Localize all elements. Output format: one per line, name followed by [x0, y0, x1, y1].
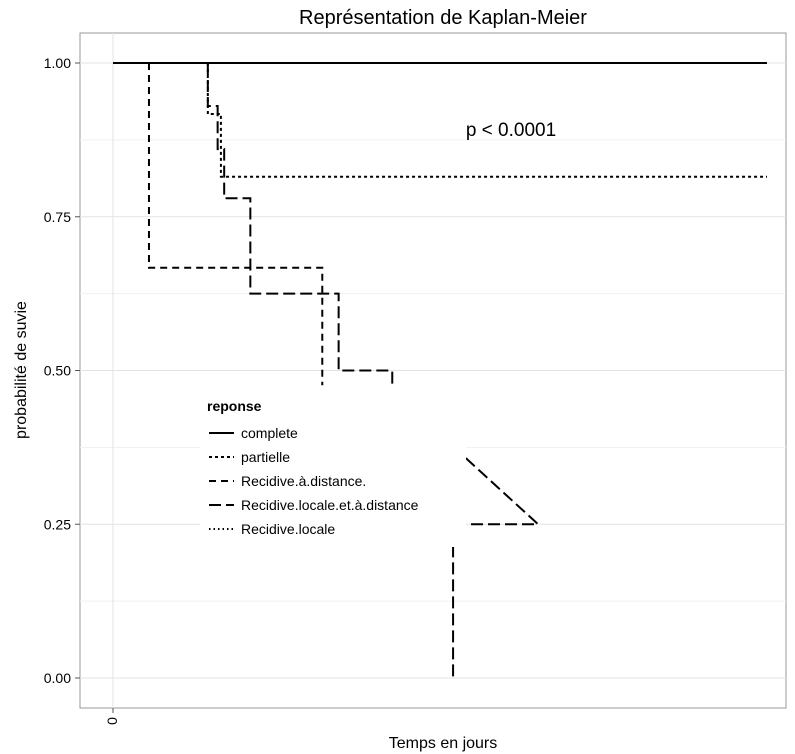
series-layer: [113, 62, 767, 678]
y-tick-label: 0.00: [44, 670, 71, 686]
legend: reponse complete partielle Recidive.à.dista…: [200, 387, 466, 547]
chart-title: Représentation de Kaplan-Meier: [299, 7, 587, 29]
legend-label: Recidive.locale.et.à.distance: [241, 497, 419, 513]
p-value-annotation: p < 0.0001: [466, 120, 556, 141]
y-tick-label: 0.25: [44, 516, 71, 532]
y-axis-label: probabilité de suvie: [13, 301, 30, 439]
y-tick-label: 0.75: [44, 209, 71, 225]
legend-title: reponse: [207, 398, 262, 414]
series-line-recidive-locale-et-distance: [206, 63, 541, 678]
series-line-partielle: [206, 63, 767, 178]
legend-label: Recidive.à.distance.: [241, 473, 366, 489]
legend-label: partielle: [241, 449, 290, 465]
legend-background: [200, 387, 466, 547]
legend-label: Recidive.locale: [241, 521, 335, 537]
y-tick-label: 1.00: [44, 55, 71, 71]
x-tick-label: 0: [104, 717, 120, 725]
x-axis-label: Temps en jours: [389, 735, 498, 752]
axis-layer: 0.00 0.25 0.50 0.75 1.00 0: [44, 55, 120, 725]
legend-label: complete: [241, 425, 298, 441]
series-line-recidive-distance: [147, 63, 324, 386]
y-tick-label: 0.50: [44, 363, 71, 379]
